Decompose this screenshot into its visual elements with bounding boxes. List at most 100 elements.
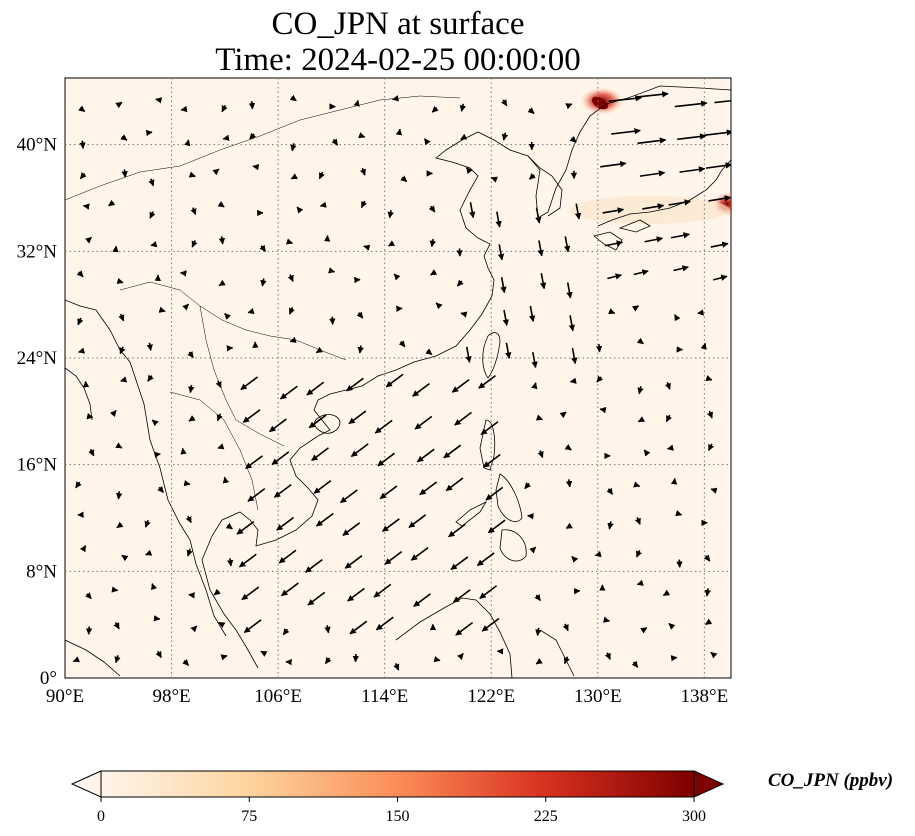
wind-vector (116, 521, 124, 529)
wind-vector (595, 344, 603, 353)
wind-vector (273, 484, 292, 498)
map-axes: 90°E 98°E 106°E 114°E 122°E 130°E 138°E 0° 8°N 16… (17, 135, 729, 707)
wind-vector (452, 589, 471, 603)
wind-vector (377, 452, 396, 467)
wind-vector (121, 554, 129, 562)
wind-vector (186, 548, 193, 557)
wind-vector (425, 348, 433, 356)
lon-tick-label: 114°E (361, 686, 408, 707)
wind-vector (348, 410, 367, 425)
lon-tick-label: 122°E (467, 686, 515, 707)
wind-vector (505, 342, 512, 359)
wind-vector (289, 94, 297, 102)
wind-vector (290, 173, 298, 180)
wind-vector (563, 236, 571, 253)
wind-vector (635, 549, 642, 558)
wind-vector (445, 477, 464, 492)
wind-vector (636, 579, 644, 586)
wind-vector (393, 273, 401, 281)
wind-vector (495, 211, 502, 228)
wind-vector (500, 277, 507, 294)
wind-vector (190, 625, 198, 633)
wind-vector (247, 308, 255, 315)
wind-vector (485, 486, 504, 501)
wind-vector (271, 451, 290, 466)
wind-vector (353, 99, 360, 107)
lon-tick-label: 130°E (574, 686, 622, 707)
wind-vector (82, 203, 90, 210)
wind-vector (478, 374, 496, 389)
wind-vector (670, 232, 690, 239)
wind-vector (218, 279, 226, 287)
wind-vector (315, 512, 334, 527)
wind-vector (155, 650, 162, 659)
wind-vector (414, 415, 433, 430)
wind-vector (188, 171, 196, 178)
wind-vector (85, 592, 92, 600)
wind-vector (79, 140, 86, 149)
wind-vector (109, 410, 117, 418)
gridlines (65, 78, 731, 678)
wind-vector (153, 615, 161, 622)
wind-vector (241, 586, 260, 601)
wind-vector (144, 519, 151, 528)
wind-vector (311, 447, 329, 462)
wind-vector (218, 236, 226, 245)
wind-vector (710, 487, 718, 494)
wind-vector (529, 305, 536, 323)
wind-vector (675, 510, 683, 517)
wind-vector (710, 651, 718, 659)
wind-vector (703, 554, 711, 562)
wind-vector (120, 376, 128, 383)
lat-tick-label: 8°N (26, 561, 57, 582)
wind-vector (480, 421, 499, 435)
wind-vector (216, 413, 223, 422)
wind-vector (524, 482, 531, 490)
wind-vector (238, 553, 257, 568)
wind-vector (611, 128, 641, 135)
wind-vector (182, 659, 190, 666)
colorbar-tick-label: 300 (682, 808, 706, 825)
wind-vector (318, 171, 325, 180)
wind-vector (155, 97, 163, 104)
wind-vector (243, 619, 262, 634)
wind-vector (116, 277, 124, 285)
wind-vector (79, 172, 87, 180)
wind-vector (606, 487, 614, 495)
wind-vector (416, 448, 435, 463)
wind-vector (700, 342, 707, 350)
wind-vector (157, 485, 164, 493)
wind-vector (324, 657, 332, 665)
wind-vector (278, 549, 297, 564)
wind-vector (501, 132, 509, 141)
wind-vector (636, 337, 644, 345)
wind-vector (568, 315, 576, 332)
map-title: CO_JPN at surface (271, 6, 525, 42)
wind-vector (306, 381, 325, 396)
wind-vector (289, 336, 297, 343)
wind-vector (236, 520, 255, 535)
wind-vector (674, 100, 708, 108)
wind-vector (151, 419, 159, 427)
wind-vector (608, 308, 616, 315)
wind-vector (240, 376, 259, 391)
colorbar-label: CO_JPN (ppbv) (768, 770, 894, 791)
wind-vector (435, 302, 443, 310)
wind-vector (528, 173, 536, 180)
wind-vector (662, 589, 671, 597)
wind-vector (476, 552, 495, 567)
wind-vector (408, 514, 427, 529)
wind-vector (287, 274, 294, 282)
wind-vector (565, 103, 573, 110)
wind-vector (637, 416, 646, 423)
wind-vector (430, 269, 438, 276)
wind-vector (346, 377, 364, 392)
wind-vector (385, 373, 404, 388)
wind-vector (158, 306, 166, 313)
wind-vector (564, 444, 572, 451)
wind-vector (410, 546, 429, 561)
wind-vector (594, 550, 602, 558)
wind-vector (360, 200, 367, 209)
wind-vector (350, 443, 369, 458)
wind-vector (154, 451, 161, 459)
